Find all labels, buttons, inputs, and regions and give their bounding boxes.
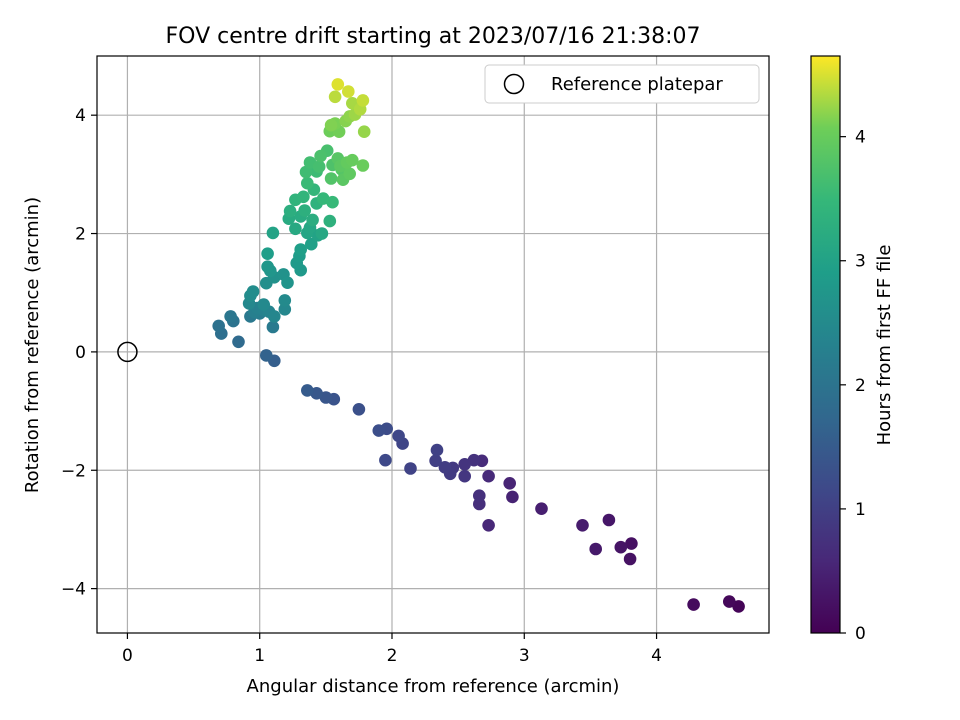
scatter-point — [342, 85, 355, 98]
scatter-point — [328, 90, 342, 104]
scatter-point — [323, 214, 337, 228]
x-tick-label: 0 — [122, 646, 133, 666]
legend: Reference platepar — [484, 64, 760, 104]
scatter-point — [257, 298, 271, 311]
colorbar-tick-label: 4 — [855, 128, 866, 148]
scatter-point — [392, 429, 405, 443]
scatter-point — [324, 118, 338, 132]
scatter-point — [268, 310, 281, 323]
scatter-point — [482, 519, 495, 532]
scatter-point — [312, 160, 326, 173]
scatter-point — [346, 153, 359, 167]
colorbar-label: Hours from first FF file — [874, 245, 895, 446]
x-tick-label: 1 — [254, 646, 265, 666]
colorbar-ticks: 0 1 2 3 4 — [840, 128, 866, 644]
scatter-point — [356, 94, 370, 107]
scatter-point — [266, 320, 280, 334]
scatter-point — [324, 172, 338, 185]
y-tick-label: −2 — [61, 461, 86, 481]
scatter-point — [301, 384, 314, 397]
scatter-point — [232, 335, 245, 349]
scatter-point — [305, 237, 318, 251]
scatter-point — [314, 149, 327, 163]
scatter-point — [732, 600, 745, 613]
scatter-point — [723, 595, 736, 608]
scatter-point — [212, 319, 225, 333]
scatter-point — [614, 540, 628, 554]
scatter-point — [356, 159, 370, 172]
y-axis-ticks: 4 2 0 −2 −4 — [61, 106, 97, 600]
scatter-point — [343, 167, 357, 181]
scatter-point — [623, 552, 637, 566]
scatter-point — [625, 537, 638, 550]
y-axis-label: Rotation from reference (arcmin) — [22, 197, 43, 493]
scatter-point — [372, 424, 386, 437]
scatter-point — [278, 303, 292, 316]
x-tick-label: 4 — [651, 646, 662, 666]
scatter-point — [261, 260, 274, 274]
scatter-point — [315, 227, 329, 240]
colorbar-tick-label: 1 — [855, 500, 866, 520]
scatter-point — [473, 489, 486, 503]
scatter-point — [535, 502, 548, 515]
colorbar-tick-label: 2 — [855, 376, 866, 396]
scatter-point — [331, 78, 345, 91]
legend-label: Reference platepar — [551, 74, 723, 95]
scatter-point — [298, 204, 312, 217]
scatter-point — [294, 243, 308, 256]
scatter-point — [687, 598, 700, 611]
scatter-point — [576, 519, 589, 532]
x-axis-label: Angular distance from reference (arcmin) — [247, 676, 620, 697]
scatter-point — [404, 462, 417, 475]
scatter-point — [503, 477, 516, 490]
scatter-point — [589, 542, 602, 556]
scatter-points — [212, 78, 745, 613]
scatter-point — [283, 204, 297, 218]
scatter-point — [281, 276, 294, 290]
colorbar-gradient — [810, 55, 841, 634]
scatter-point — [352, 403, 366, 416]
scatter-point — [482, 469, 495, 483]
x-axis-ticks: 0 1 2 3 4 — [122, 633, 662, 666]
scatter-point — [246, 285, 260, 298]
legend-box — [484, 64, 760, 104]
scatter-point — [458, 469, 472, 483]
gridlines — [97, 56, 769, 633]
scatter-point — [260, 349, 273, 362]
scatter-point — [379, 453, 392, 467]
scatter-point — [297, 190, 310, 204]
scatter-point — [602, 513, 616, 527]
scatter-point — [301, 176, 314, 190]
scatter-point — [506, 490, 519, 504]
scatter-point — [289, 222, 302, 236]
x-tick-label: 2 — [387, 646, 398, 666]
scatter-point — [326, 195, 339, 209]
scatter-point — [306, 213, 319, 227]
colorbar: 0 1 2 3 4 Hours from first FF file — [810, 55, 895, 644]
scatter-point — [458, 458, 472, 471]
scatter-point — [430, 443, 444, 457]
scatter-point — [299, 165, 313, 179]
scatter-point — [266, 226, 280, 240]
y-tick-label: 4 — [75, 106, 86, 126]
scatter-point — [429, 454, 442, 468]
colorbar-tick-label: 0 — [855, 624, 866, 644]
y-tick-label: −4 — [61, 580, 86, 600]
reference-platepar-marker — [117, 341, 138, 363]
chart-title: FOV centre drift starting at 2023/07/16 … — [166, 24, 701, 49]
scatter-point — [357, 125, 371, 138]
y-tick-label: 0 — [75, 343, 86, 363]
scatter-point — [261, 247, 274, 260]
colorbar-tick-label: 3 — [855, 252, 866, 272]
x-tick-label: 3 — [519, 646, 530, 666]
legend-marker-icon — [503, 73, 525, 95]
scatter-point — [224, 310, 237, 323]
y-tick-label: 2 — [75, 225, 86, 245]
scatter-point — [278, 294, 292, 307]
plot-frame — [96, 55, 770, 634]
scatter-point — [438, 461, 452, 474]
